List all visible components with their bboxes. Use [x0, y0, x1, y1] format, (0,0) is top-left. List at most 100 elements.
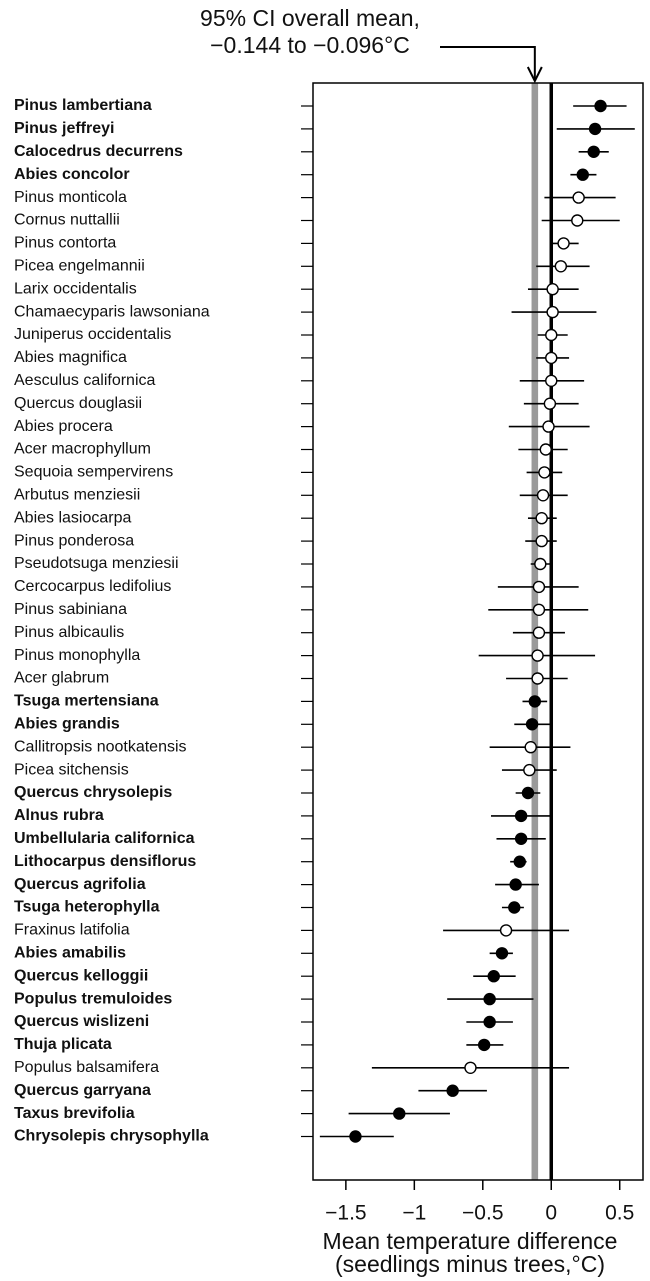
- x-tick-label: −1: [402, 1202, 426, 1225]
- y-tick-label: Aesculus californica: [14, 372, 156, 389]
- point: [514, 809, 528, 823]
- point: [538, 466, 551, 479]
- point: [545, 374, 558, 387]
- point: [534, 557, 547, 571]
- point: [545, 328, 558, 342]
- x-tick-label: −1.5: [325, 1202, 366, 1225]
- y-tick-label: Pinus contorta: [14, 235, 116, 252]
- y-tick-label: Acer macrophyllum: [14, 441, 151, 458]
- y-tick-label: Calocedrus decurrens: [14, 143, 183, 160]
- y-tick-label: Populus balsamifera: [14, 1059, 159, 1076]
- y-tick-label: Pseudotsuga menziesii: [14, 555, 179, 572]
- point: [571, 214, 584, 227]
- y-tick-label: Quercus agrifolia: [14, 876, 146, 893]
- point: [546, 283, 559, 296]
- point: [554, 260, 568, 273]
- y-tick-label: Lithocarpus densiflorus: [14, 853, 196, 870]
- y-tick-label: Abies procera: [14, 418, 113, 435]
- point: [523, 763, 536, 777]
- annotation-arrow: [440, 46, 536, 79]
- point: [539, 443, 552, 456]
- y-tick-label: Pinus ponderosa: [14, 532, 134, 549]
- y-tick-label: Abies concolor: [14, 166, 130, 183]
- point: [546, 305, 559, 319]
- point: [594, 99, 607, 113]
- y-tick-label: Umbellularia californica: [14, 830, 195, 847]
- y-tick-label: Abies lasiocarpa: [14, 509, 132, 526]
- point: [535, 534, 548, 548]
- y-tick-label: Quercus chrysolepis: [14, 784, 172, 801]
- point: [536, 489, 550, 502]
- y-tick-label: Abies magnifica: [14, 349, 127, 366]
- y-tick-label: Populus tremuloides: [14, 990, 172, 1007]
- point: [557, 237, 570, 250]
- annotation: −0.144 to −0.096°C: [210, 32, 410, 58]
- point: [508, 901, 521, 914]
- point: [532, 626, 546, 639]
- point: [477, 1038, 491, 1052]
- arrow-head: [526, 66, 543, 84]
- y-tick-label: Cercocarpus ledifolius: [14, 578, 171, 595]
- point: [532, 580, 546, 594]
- y-tick-label: Abies amabilis: [14, 945, 126, 962]
- y-tick-label: Quercus douglasii: [14, 395, 142, 412]
- y-tick-label: Pinus monophylla: [14, 647, 140, 664]
- point: [587, 145, 600, 159]
- point: [513, 855, 526, 868]
- point: [393, 1107, 406, 1120]
- y-tick-label: Tsuga mertensiana: [14, 693, 159, 710]
- y-tick-label: Picea engelmannii: [14, 258, 145, 275]
- y-tick-label: Quercus wislizeni: [14, 1013, 149, 1030]
- point: [525, 718, 539, 731]
- point: [572, 191, 585, 204]
- y-tick-label: Juniperus occidentalis: [14, 326, 171, 343]
- point: [499, 924, 513, 937]
- point: [349, 1130, 362, 1143]
- y-tick-label: Thuja plicata: [14, 1036, 112, 1053]
- point: [545, 351, 558, 365]
- point: [446, 1084, 459, 1097]
- y-tick-label: Cornus nuttallii: [14, 212, 120, 229]
- x-tick-label: 0.5: [605, 1202, 634, 1225]
- y-tick-label: Pinus lambertiana: [14, 97, 152, 114]
- point: [531, 649, 544, 662]
- point: [524, 741, 537, 754]
- y-tick-label: Tsuga heterophylla: [14, 899, 160, 916]
- y-tick-label: Arbutus menziesii: [14, 487, 140, 504]
- y-tick-label: Callitropsis nootkatensis: [14, 738, 187, 755]
- x-axis-title: Mean temperature difference: [323, 1228, 618, 1254]
- point: [521, 786, 535, 800]
- y-tick-label: Alnus rubra: [14, 807, 104, 824]
- point: [535, 512, 548, 525]
- y-tick-label: Larix occidentalis: [14, 280, 137, 297]
- point: [487, 970, 500, 983]
- y-tick-label: Picea sitchensis: [14, 761, 129, 778]
- y-tick-label: Chamaecyparis lawsoniana: [14, 303, 210, 320]
- plot-frame: [312, 82, 644, 1181]
- y-tick-label: Sequoia sempervirens: [14, 464, 173, 481]
- y-tick-label: Pinus monticola: [14, 189, 127, 206]
- x-axis-title: (seedlings minus trees,°C): [335, 1251, 605, 1277]
- x-tick-label: 0: [545, 1202, 557, 1225]
- point: [531, 672, 544, 685]
- y-tick-label: Quercus garryana: [14, 1082, 151, 1099]
- x-tick-label: −0.5: [462, 1202, 503, 1225]
- y-tick-label: Pinus sabiniana: [14, 601, 127, 618]
- annotation: 95% CI overall mean,: [200, 5, 420, 31]
- y-tick-label: Pinus albicaulis: [14, 624, 124, 641]
- y-tick-label: Taxus brevifolia: [14, 1105, 135, 1122]
- y-tick-label: Quercus kelloggii: [14, 967, 148, 984]
- point: [542, 420, 555, 433]
- y-tick-label: Chrysolepis chrysophylla: [14, 1128, 209, 1145]
- point: [509, 878, 522, 891]
- y-tick-label: Fraxinus latifolia: [14, 922, 130, 939]
- point: [528, 695, 542, 708]
- point: [532, 603, 546, 616]
- y-tick-label: Pinus jeffreyi: [14, 120, 114, 137]
- y-tick-label: Acer glabrum: [14, 670, 109, 687]
- point: [483, 992, 496, 1006]
- point: [483, 1015, 496, 1029]
- point: [588, 122, 602, 136]
- point: [576, 168, 589, 181]
